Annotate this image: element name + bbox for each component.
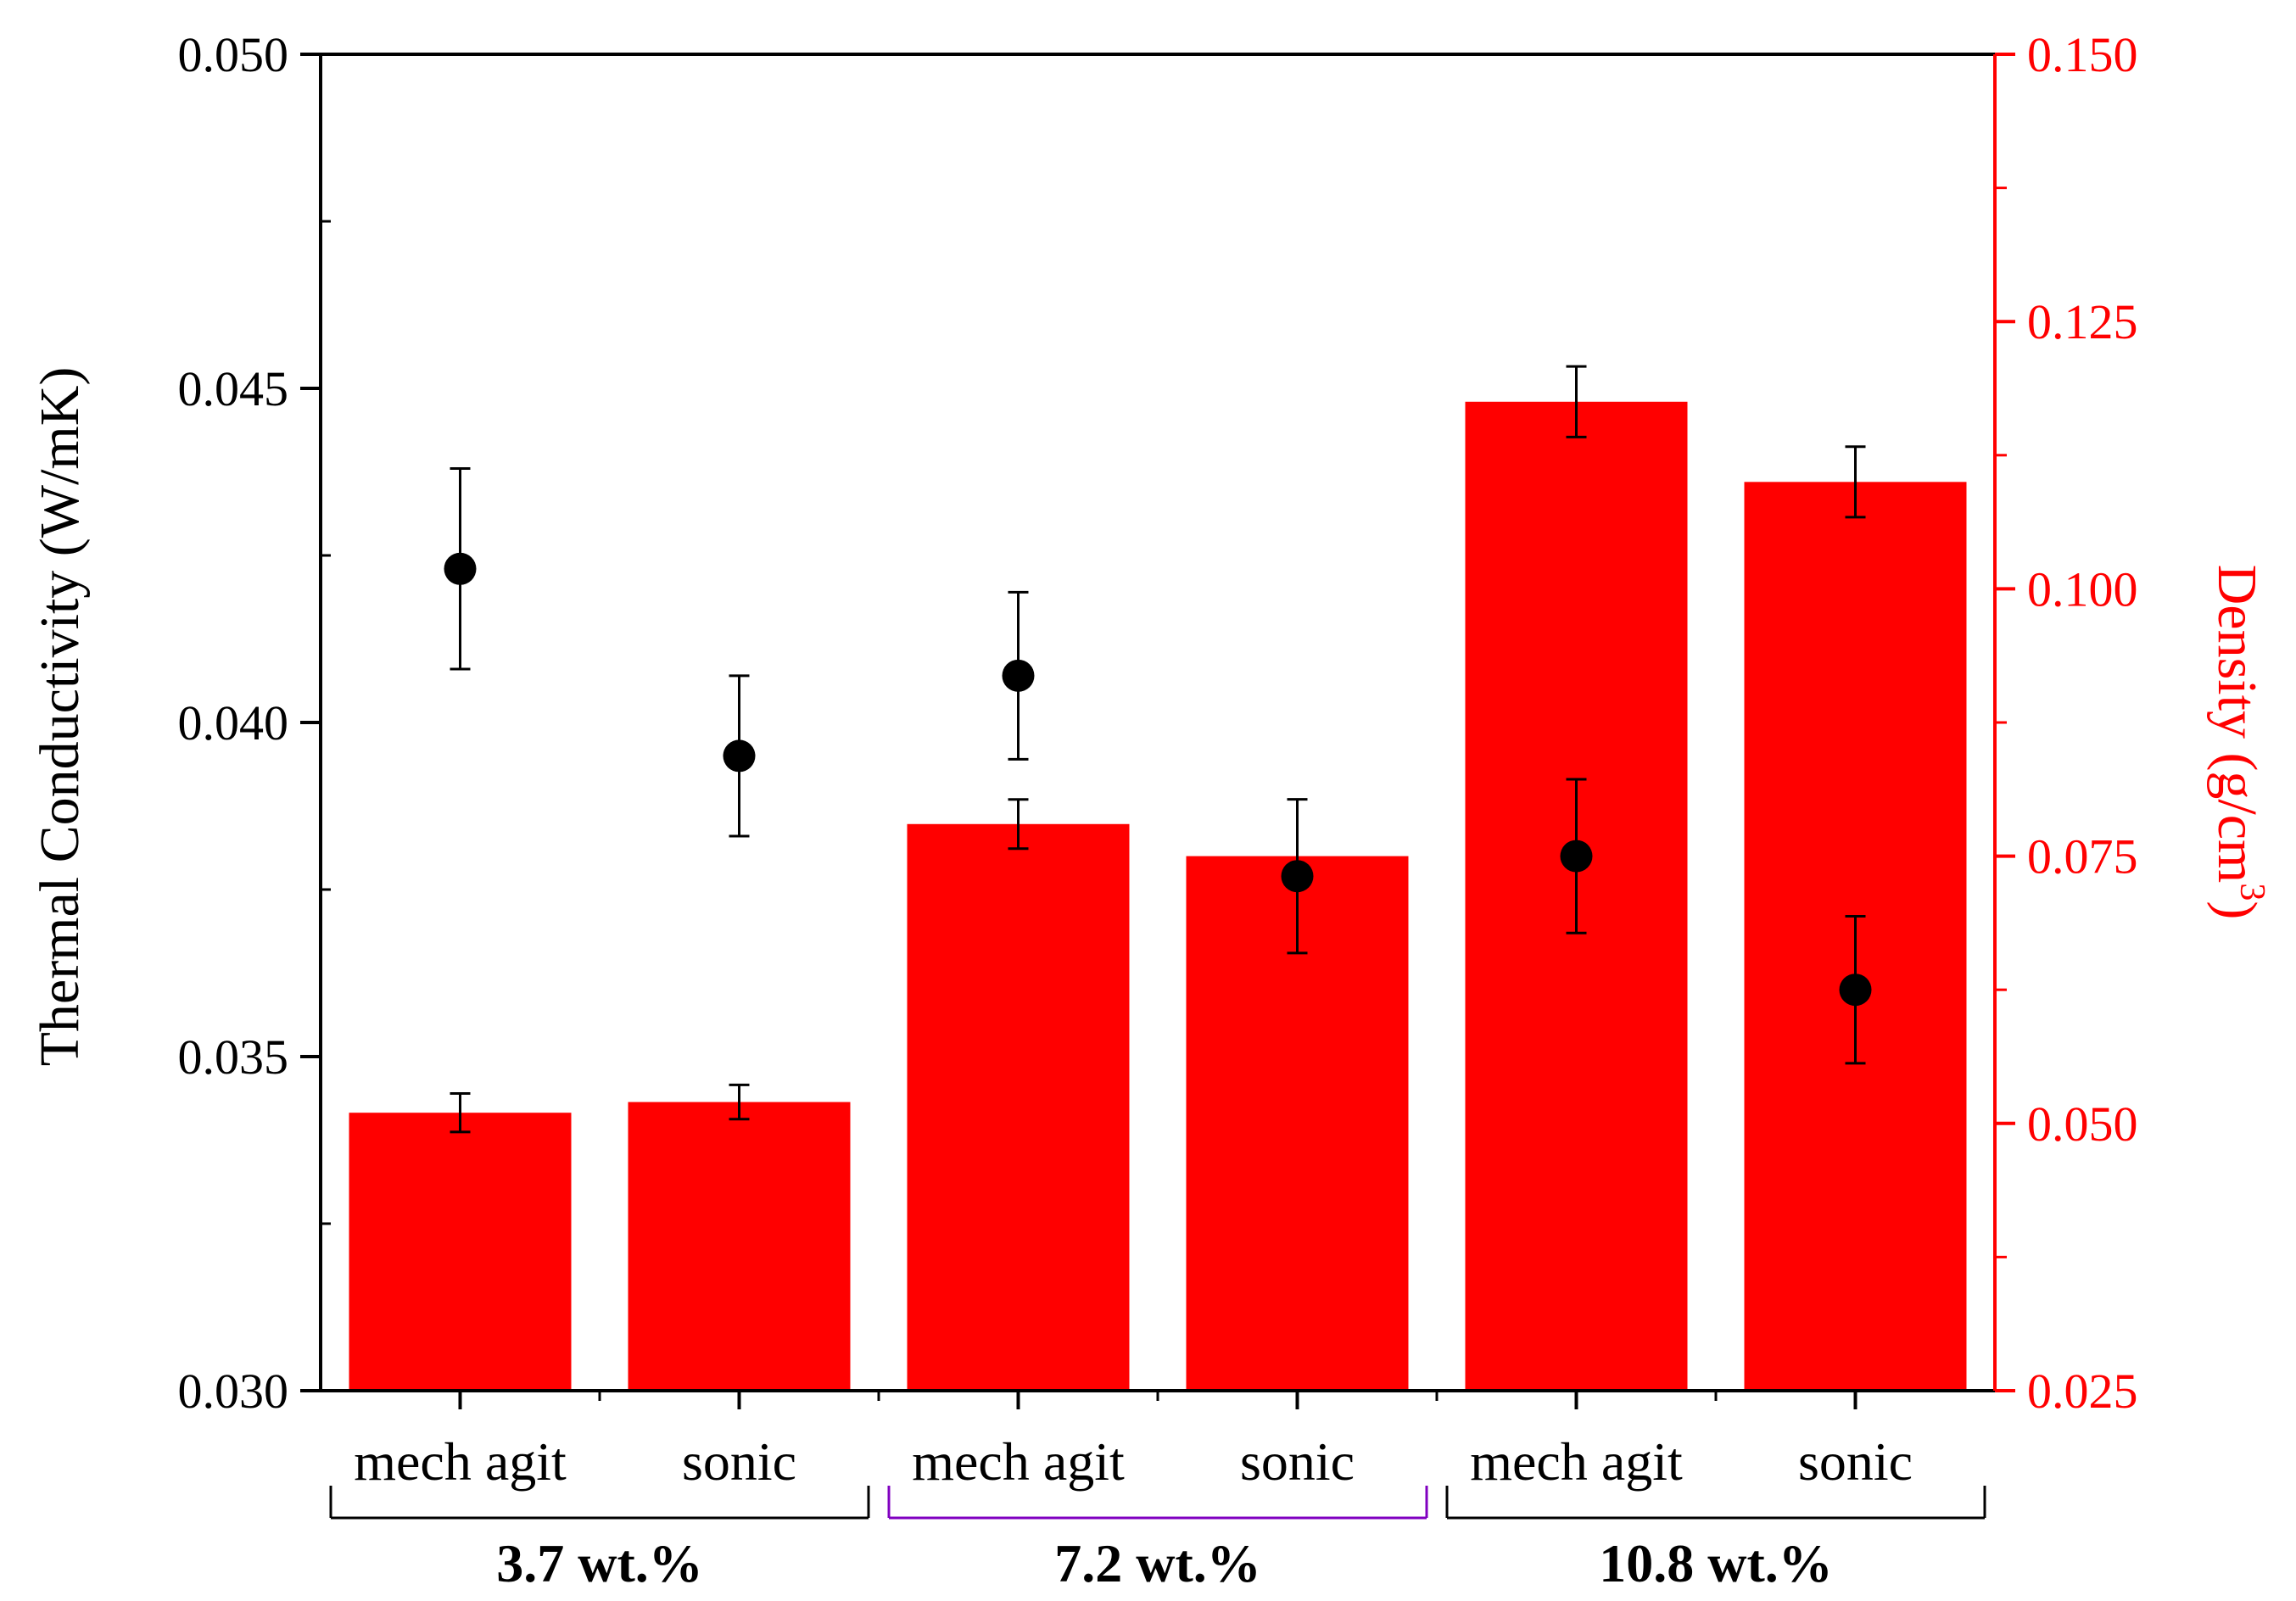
category-label: sonic [1240, 1431, 1355, 1492]
right-axis-tick-label: 0.150 [2027, 27, 2138, 82]
group-label: 3.7 wt.% [496, 1533, 703, 1593]
density-bar [349, 1113, 572, 1391]
right-axis-tick-label: 0.050 [2027, 1096, 2138, 1152]
density-error-bar [729, 1083, 750, 1121]
group-bracket [329, 1486, 870, 1520]
conductivity-point [444, 552, 477, 585]
category-label: mech agit [912, 1431, 1125, 1492]
conductivity-point [1002, 659, 1035, 692]
left-axis-tick-label: 0.050 [178, 27, 289, 82]
right-axis-tick-label: 0.025 [2027, 1364, 2138, 1419]
conductivity-point [723, 739, 756, 773]
conductivity-point [1560, 840, 1593, 873]
density-error-bar [450, 1091, 471, 1134]
left-axis-tick-label: 0.035 [178, 1029, 289, 1085]
left-axis-tick-label: 0.045 [178, 361, 289, 416]
group-label: 7.2 wt.% [1054, 1533, 1261, 1593]
group-bracket [1445, 1486, 1986, 1520]
axes-layer: 0.030 0.035 0.040 0.045 0.050 0.025 0.050 0.075… [178, 27, 2138, 1419]
right-axis-tick-label: 0.075 [2027, 829, 2138, 884]
bar-errors-layer [450, 365, 1866, 1134]
category-label: sonic [682, 1431, 796, 1492]
right-axis-tick-label: 0.125 [2027, 294, 2138, 349]
left-axis-tick-label: 0.030 [178, 1364, 289, 1419]
density-bar [907, 823, 1130, 1391]
category-label: sonic [1798, 1431, 1913, 1492]
category-label: mech agit [354, 1431, 567, 1492]
group-bracket [887, 1486, 1428, 1520]
category-label: mech agit [1470, 1431, 1683, 1492]
conductivity-point [1839, 973, 1872, 1007]
right-axis-title-sup: 3 [2232, 883, 2271, 901]
density-error-bar [1845, 445, 1866, 519]
right-axis-title: Density (g/cm3) [2206, 565, 2271, 920]
density-error-bar [1008, 798, 1029, 851]
left-axis-title: Thermal Conductivity (W/mK) [29, 367, 91, 1067]
conductivity-point [1281, 860, 1314, 893]
density-bar [628, 1102, 851, 1391]
right-axis-title-main: Density (g/cm [2206, 565, 2268, 884]
left-axis-tick-label: 0.040 [178, 695, 289, 750]
labels-layer: mech agit sonic mech agit sonic mech agit son… [329, 1431, 1986, 1593]
bars-layer [349, 401, 1967, 1391]
points-layer [444, 467, 1872, 1065]
density-error-bar [1566, 365, 1587, 438]
group-label: 10.8 wt.% [1599, 1533, 1833, 1593]
right-axis-tick-label: 0.100 [2027, 561, 2138, 616]
right-axis-title-tail: ) [2206, 901, 2268, 919]
